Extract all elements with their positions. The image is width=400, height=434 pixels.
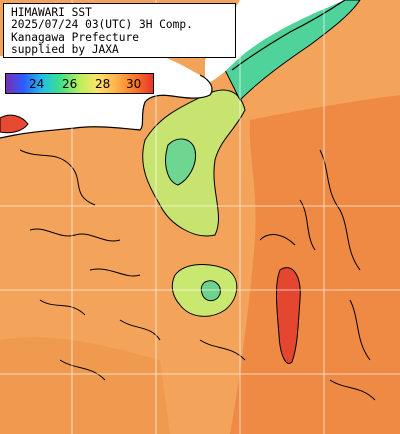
info-source: supplied by JAXA xyxy=(11,43,119,57)
colorbar-tick-24: 24 xyxy=(29,77,45,91)
warm-sea-region xyxy=(230,95,400,434)
warm-sea-region-2 xyxy=(0,337,170,434)
info-box: HIMAWARI SST 2025/07/24 03(UTC) 3H Comp.… xyxy=(3,3,236,58)
warm-coast-patch xyxy=(0,114,29,134)
land-coastline xyxy=(0,74,213,139)
colorbar-tick-26: 26 xyxy=(62,77,78,91)
cold-bay-patch xyxy=(165,138,197,186)
cold-center-patch xyxy=(200,280,221,302)
land-northeast xyxy=(205,0,400,85)
land-northeast-coast xyxy=(231,0,346,71)
colorbar-tick-30: 30 xyxy=(126,77,142,91)
colorbar-gradient xyxy=(6,74,153,93)
sst-contours xyxy=(19,149,376,401)
colorbar-tick-28: 28 xyxy=(95,77,111,91)
info-title: HIMAWARI SST xyxy=(11,6,92,19)
info-region: Kanagawa Prefecture xyxy=(11,30,139,44)
sst-colorbar: 24 26 28 30 xyxy=(5,73,154,94)
hot-sst-core xyxy=(275,267,301,364)
info-datetime: 2025/07/24 03(UTC) 3H Comp. xyxy=(11,18,193,32)
